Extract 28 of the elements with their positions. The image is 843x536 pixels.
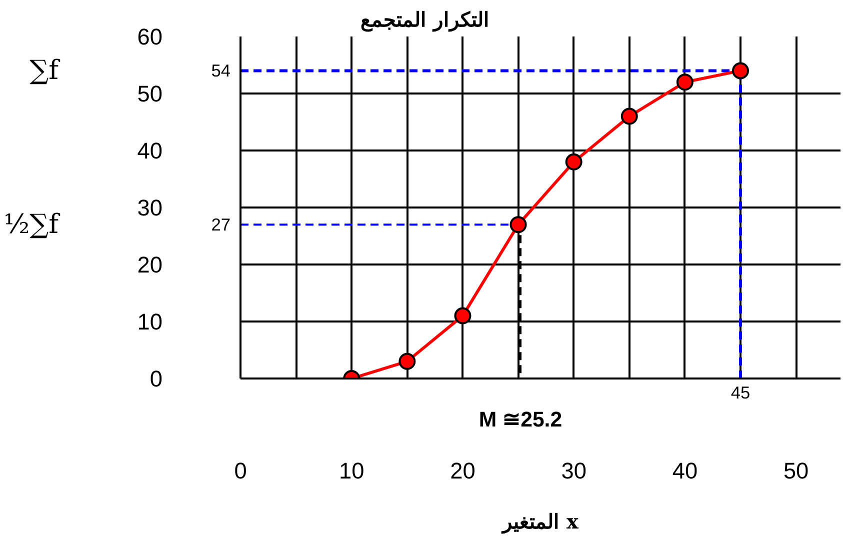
ref-line-label: 54 [211, 60, 231, 81]
x-tick-label: 50 [783, 458, 809, 484]
point [565, 153, 582, 170]
y-tick-label: 0 [150, 366, 163, 392]
y-axis-title: التكرار المتجمع [360, 8, 490, 32]
x-tick-label: 30 [561, 458, 586, 484]
text: ½∑f [4, 209, 61, 240]
y-tick-label: 30 [137, 194, 162, 220]
point [510, 216, 527, 234]
x-tick-label: 0 [234, 458, 247, 484]
point [676, 74, 694, 91]
point [398, 352, 416, 370]
text: ∑f [30, 55, 61, 86]
ref-line-label: 45 [730, 382, 750, 402]
ref-line-label: 27 [211, 214, 231, 235]
y-tick-label: 60 [137, 24, 162, 50]
point [620, 108, 638, 125]
x-tick-label: 10 [339, 458, 364, 484]
y-tick-label: 10 [137, 308, 162, 334]
x-axis-title: المتغير x [500, 510, 580, 534]
point [454, 307, 472, 324]
y-tick-label: 40 [137, 138, 162, 164]
y-tick-label: 50 [137, 80, 162, 106]
x-tick-label: 20 [450, 458, 476, 484]
y-tick-label: 20 [137, 252, 162, 278]
x-tick-label: 40 [672, 458, 698, 484]
ref-line-label: M ≅25.2 [478, 408, 562, 432]
point [732, 62, 749, 80]
